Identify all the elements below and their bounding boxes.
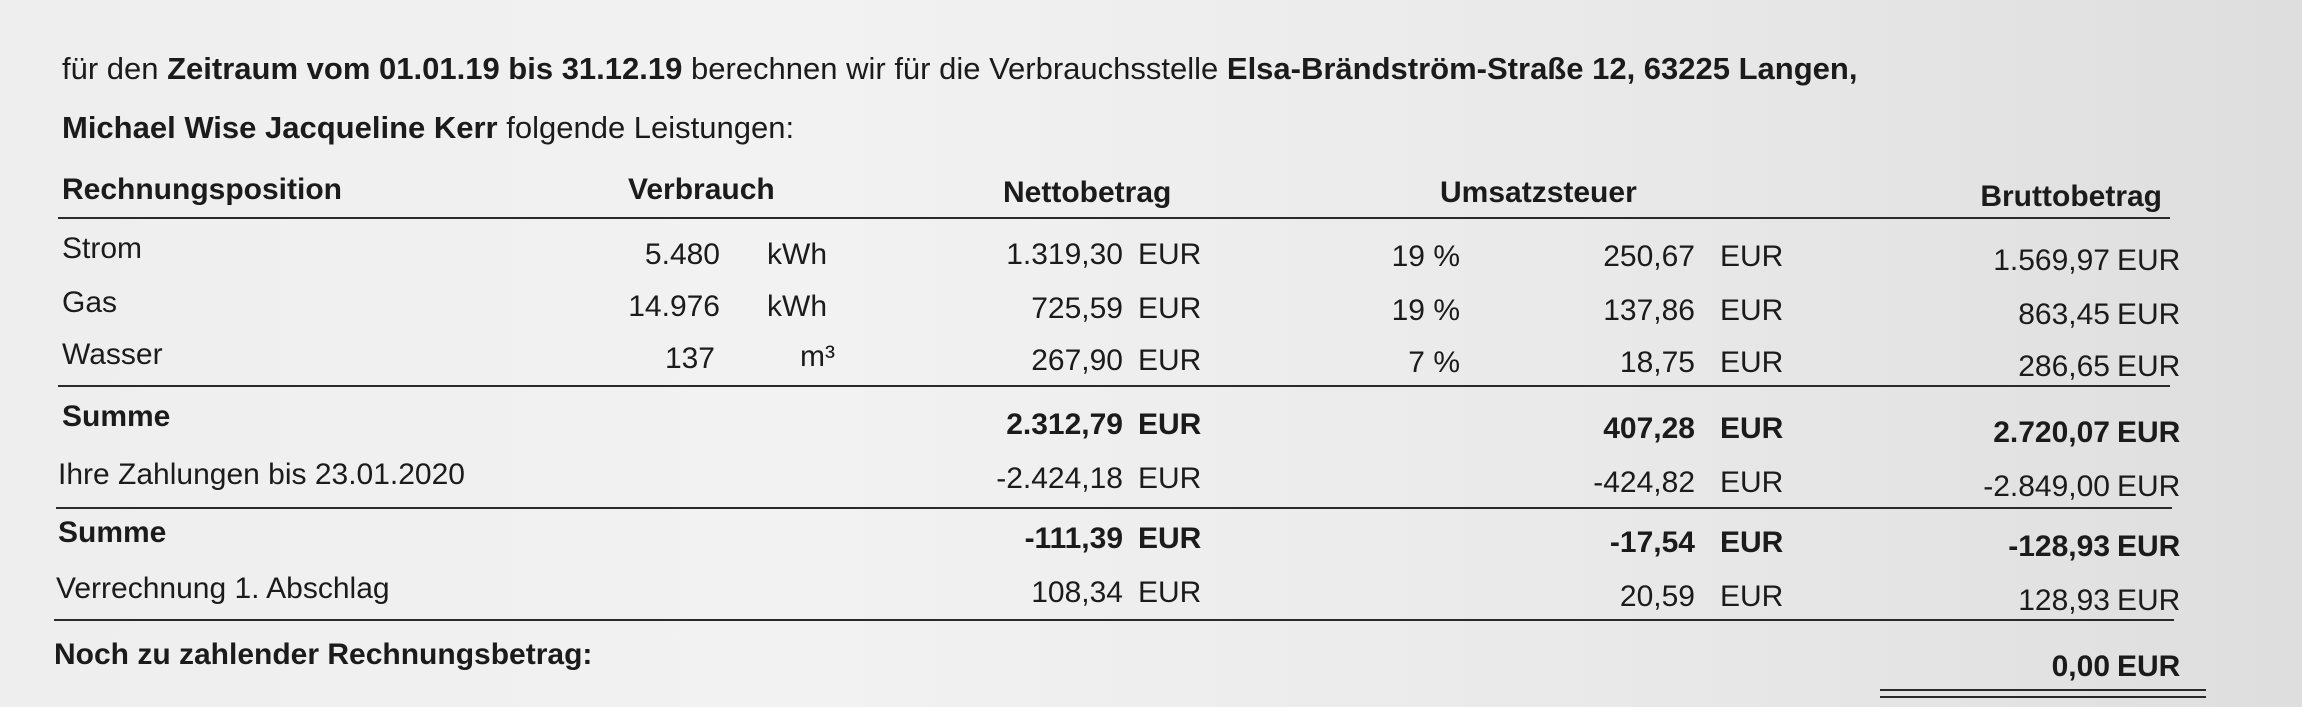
row-gross-currency: EUR: [2117, 244, 2181, 277]
amount-due-value: 0,00: [2051, 650, 2110, 683]
row-unit: kWh: [767, 290, 827, 323]
row-gross: 863,45: [2018, 298, 2110, 331]
payments-vat-currency: EUR: [1720, 466, 1784, 499]
offset-vat-currency: EUR: [1720, 580, 1784, 613]
balance-sum-gross-currency: EUR: [2117, 530, 2181, 563]
payments-net-currency: EUR: [1138, 462, 1202, 495]
payments-net: -2.424,18: [996, 462, 1123, 495]
payments-rule: [56, 507, 2172, 509]
offset-label: Verrechnung 1. Abschlag: [56, 572, 390, 605]
balance-sum-net: -111,39: [1024, 522, 1123, 555]
total-double-rule-bottom: [1880, 696, 2206, 698]
row-vat-rate: 7 %: [1408, 346, 1460, 379]
row-net-currency: EUR: [1138, 238, 1202, 271]
sum-vat: 407,28: [1603, 412, 1695, 445]
row-net-currency: EUR: [1138, 344, 1202, 377]
subtotal-rule: [58, 385, 2170, 387]
sum-net-currency: EUR: [1138, 408, 1202, 441]
row-vat-rate: 19 %: [1391, 240, 1460, 273]
payments-gross-currency: EUR: [2117, 470, 2181, 503]
payments-vat: -424,82: [1593, 466, 1695, 499]
row-net: 1.319,30: [1006, 238, 1123, 271]
amount-due-label: Noch zu zahlender Rechnungsbetrag:: [54, 638, 593, 671]
row-vat: 137,86: [1603, 294, 1695, 327]
sum-net: 2.312,79: [1006, 408, 1123, 441]
amount-due-currency: EUR: [2117, 650, 2181, 683]
row-vat-currency: EUR: [1720, 294, 1784, 327]
sum-gross: 2.720,07: [1993, 416, 2110, 449]
balance-sum-vat: -17,54: [1609, 526, 1695, 559]
header-gross: Bruttobetrag: [1980, 180, 2162, 213]
row-unit: m³: [800, 340, 835, 373]
offset-gross-currency: EUR: [2117, 584, 2181, 617]
offset-gross: 128,93: [2018, 584, 2110, 617]
row-quantity: 5.480: [644, 238, 720, 271]
row-vat-currency: EUR: [1720, 240, 1784, 273]
row-net-currency: EUR: [1138, 292, 1202, 325]
sum-label: Summe: [62, 400, 171, 433]
row-vat-rate: 19 %: [1391, 294, 1460, 327]
balance-sum-net-currency: EUR: [1138, 522, 1202, 555]
balance-sum-vat-currency: EUR: [1720, 526, 1784, 559]
sum-gross-currency: EUR: [2117, 416, 2181, 449]
row-gross-currency: EUR: [2117, 298, 2181, 331]
row-label: Strom: [62, 232, 143, 265]
row-net: 725,59: [1031, 292, 1123, 325]
payments-label: Ihre Zahlungen bis 23.01.2020: [58, 458, 465, 491]
balance-sum-gross: -128,93: [2008, 530, 2110, 563]
row-vat-currency: EUR: [1720, 346, 1784, 379]
header-rule: [58, 217, 2170, 219]
row-unit: kWh: [767, 238, 827, 271]
row-label: Gas: [62, 286, 118, 319]
row-quantity: 14.976: [628, 290, 720, 323]
row-gross-currency: EUR: [2117, 350, 2181, 383]
offset-rule: [54, 619, 2174, 621]
row-gross: 1.569,97: [1993, 244, 2110, 277]
balance-sum-label: Summe: [58, 516, 167, 549]
intro-line-2: Michael Wise Jacqueline Kerr folgende Le…: [62, 110, 795, 145]
row-label: Wasser: [62, 338, 163, 371]
row-net: 267,90: [1031, 344, 1123, 377]
row-vat: 250,67: [1603, 240, 1695, 273]
payments-gross: -2.849,00: [1983, 470, 2110, 503]
offset-net: 108,34: [1031, 576, 1123, 609]
header-position: Rechnungsposition: [62, 173, 342, 206]
row-vat: 18,75: [1619, 346, 1695, 379]
offset-vat: 20,59: [1619, 580, 1695, 613]
sum-vat-currency: EUR: [1720, 412, 1784, 445]
row-gross: 286,65: [2018, 350, 2110, 383]
header-net: Nettobetrag: [1003, 176, 1172, 209]
offset-net-currency: EUR: [1138, 576, 1202, 609]
header-consumption: Verbrauch: [628, 173, 775, 206]
intro-line-1: für den Zeitraum vom 01.01.19 bis 31.12.…: [62, 51, 1858, 86]
row-quantity: 137: [664, 342, 715, 375]
header-vat: Umsatzsteuer: [1440, 176, 1637, 209]
total-double-rule-top: [1880, 689, 2206, 691]
